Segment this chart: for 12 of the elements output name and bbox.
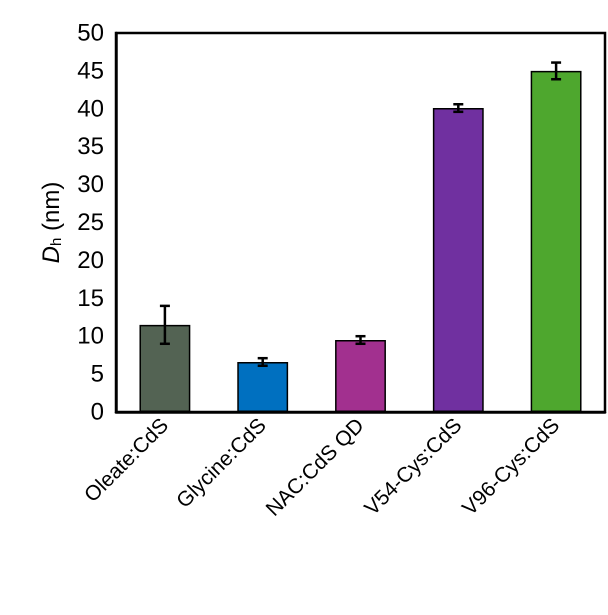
- y-tick-label: 35: [77, 133, 104, 160]
- y-axis-title: Dh (nm): [38, 182, 65, 264]
- y-tick-label: 45: [77, 57, 104, 84]
- y-tick-label: 50: [77, 20, 104, 46]
- y-tick-label: 25: [77, 209, 104, 236]
- y-tick-label: 40: [77, 95, 104, 122]
- y-tick-label: 20: [77, 246, 104, 274]
- y-tick-label: 30: [77, 171, 104, 198]
- y-tick-label: 5: [90, 360, 104, 388]
- y-tick-label: 15: [77, 284, 104, 312]
- y-tick-label: 0: [90, 398, 104, 426]
- y-tick-label: 10: [77, 322, 104, 350]
